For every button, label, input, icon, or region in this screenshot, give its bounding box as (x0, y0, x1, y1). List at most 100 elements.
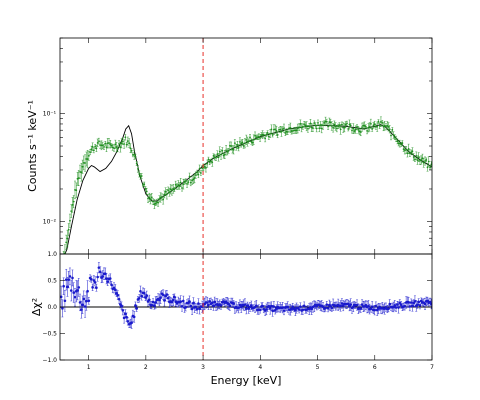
residual-data-point (79, 300, 83, 319)
spectrum-data-point (425, 157, 428, 163)
residual-data-point (239, 301, 243, 313)
spectrum-data-point (337, 123, 340, 129)
residual-data-point (146, 296, 150, 307)
spectrum-data-point (133, 150, 136, 160)
spectrum-data-point (65, 234, 68, 250)
spectrum-data-point (158, 195, 161, 203)
spectrum-data-point (131, 152, 134, 158)
x-tick-label: 1 (87, 364, 91, 371)
spectrum-data-point (167, 186, 170, 194)
spectrum-data-point (391, 127, 394, 133)
residual-data-point (261, 302, 264, 310)
spectrum-data-point (242, 143, 245, 149)
residual-data-point (77, 278, 81, 297)
residual-data-point (428, 297, 432, 307)
residual-data-point (411, 300, 414, 312)
spectrum-data-point (262, 132, 265, 138)
spectrum-data-point (188, 172, 191, 181)
spectrum-data-point (420, 155, 423, 165)
spectrum-data-point (233, 139, 236, 148)
residual-data-point (397, 301, 400, 314)
residual-data-point (413, 295, 417, 308)
spectrum-data-point (109, 140, 112, 149)
spectrum-data-point (334, 122, 337, 131)
spectrum-data-point (169, 184, 172, 195)
spectrum-data-point (178, 182, 181, 190)
spectrum-data-point (92, 147, 95, 154)
spectrum-data-point (144, 186, 147, 192)
residual-data-point (310, 302, 314, 315)
spectrum-data-point (350, 127, 353, 134)
spectrum-data-point (309, 119, 312, 128)
spectrum-data-point (367, 123, 370, 133)
spectrum-data-point (130, 148, 133, 154)
spectrum-data-point (330, 121, 333, 131)
x-tick-label: 7 (430, 364, 434, 371)
spectrum-data-point (116, 145, 119, 153)
residual-data-point (291, 303, 295, 311)
spectrum-data-point (266, 130, 269, 136)
residual-data-point (192, 297, 195, 309)
spectrum-data-point (284, 130, 287, 136)
spectrum-data-point (378, 122, 381, 129)
spectrum-data-point (118, 140, 121, 148)
spectrum-data-point (203, 164, 206, 170)
spectrum-data-point (386, 121, 389, 131)
spectrum-data-point (226, 148, 229, 156)
residual-data-point (170, 297, 174, 307)
spectrum-data-point (120, 138, 123, 149)
spectrum-data-point (139, 173, 142, 180)
spectrum-data-point (335, 124, 338, 133)
spectrum-data-point (304, 121, 307, 129)
residual-data-point (262, 305, 266, 313)
spectrum-data-point (148, 192, 151, 202)
residual-data-point (364, 300, 368, 311)
spectrum-data-point (177, 180, 180, 190)
spectrum-data-point (300, 123, 303, 133)
residual-data-point (307, 303, 311, 315)
spectrum-data-point (411, 147, 414, 156)
spectrum-data-point (115, 142, 118, 153)
spectrum-data-point (368, 122, 371, 132)
spectrum-data-point (296, 123, 299, 134)
spectrum-data-point (154, 201, 157, 206)
spectrum-data-point (124, 134, 127, 141)
spectrum-data-point (105, 142, 108, 152)
residual-data-point (180, 301, 184, 312)
residual-y-axis-label: Δχ² (30, 298, 43, 316)
spectrum-data-point (333, 120, 336, 129)
spectrum-y-axis-label: Counts s⁻¹ keV⁻¹ (26, 100, 39, 192)
residual-data-point (312, 300, 316, 312)
spectrum-data-point (96, 138, 99, 148)
spectrum-data-point (329, 118, 332, 126)
spectrum-data-point (237, 144, 240, 152)
spectrum-data-point (305, 121, 308, 132)
spectrum-data-point (280, 126, 283, 137)
residual-data-point (63, 290, 67, 312)
spectrum-data-point (63, 244, 66, 254)
residual-data-point (115, 289, 118, 297)
spectrum-data-point (155, 198, 158, 206)
spectrum-data-point (401, 140, 404, 146)
spectrum-data-point (189, 179, 192, 187)
spectrum-data-point (245, 134, 248, 145)
spectrum-data-point (281, 126, 284, 132)
residual-data-point (275, 304, 278, 313)
residual-data-point (69, 279, 73, 302)
spectrum-panel: 10⁻² 10⁻¹ Counts s⁻¹ keV⁻¹ (26, 37, 433, 255)
residual-data-point (360, 299, 364, 310)
spectrum-data-point (382, 122, 385, 131)
spectrum-data-point (183, 179, 186, 185)
spectrum-data-point (251, 139, 254, 146)
spectrum-data-point (223, 150, 226, 159)
spectrum-data-point (366, 127, 369, 135)
spectrum-data-point (149, 194, 152, 205)
residual-data-point (340, 298, 344, 309)
spectrum-data-point (168, 187, 171, 197)
spectrum-data-point (246, 136, 249, 147)
residual-data-point (418, 301, 422, 310)
residual-data-point (286, 301, 290, 313)
residual-data-point (341, 300, 345, 312)
spectrum-data-point (415, 151, 418, 161)
residual-data-point (198, 303, 201, 315)
